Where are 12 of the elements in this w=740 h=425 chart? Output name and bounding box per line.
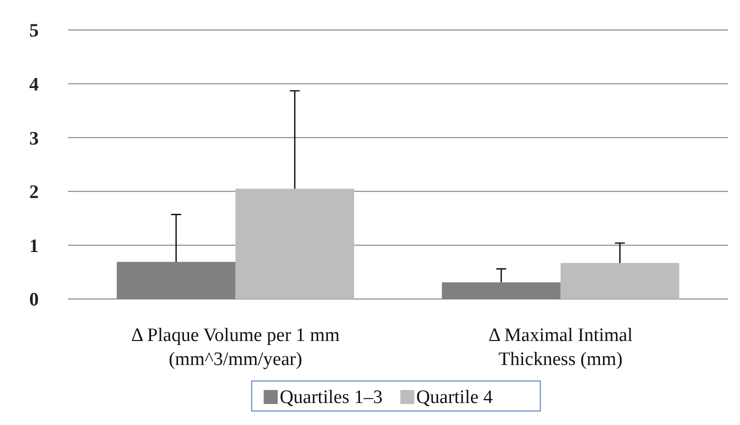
legend-label: Quartile 4 xyxy=(416,387,494,408)
y-tick-label: 4 xyxy=(29,74,40,96)
y-tick-label: 2 xyxy=(29,182,39,204)
x-tick-label: Δ Maximal Intimal Thickness (mm) xyxy=(488,325,633,370)
y-tick-label: 5 xyxy=(29,20,39,42)
y-tick-label: 0 xyxy=(29,290,39,311)
bar xyxy=(235,188,354,299)
y-tick-label: 1 xyxy=(29,236,39,257)
legend-label: Quartiles 1–3 xyxy=(280,387,383,408)
y-tick-label: 3 xyxy=(29,128,39,150)
bar xyxy=(560,262,680,299)
x-tick-label: Δ Plaque Volume per 1 mm (mm^3/mm/year) xyxy=(131,325,340,370)
